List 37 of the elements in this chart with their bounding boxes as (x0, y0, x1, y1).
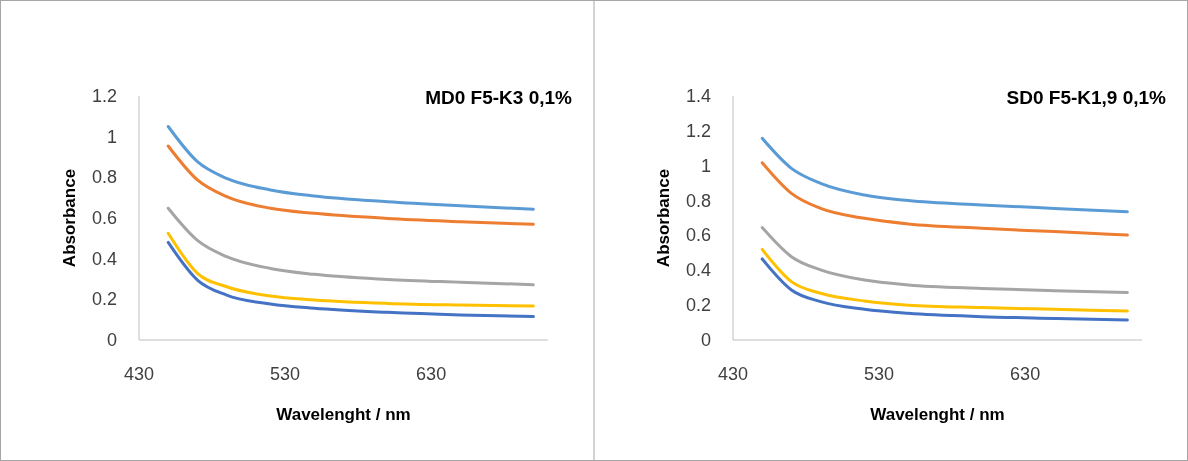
y-tick-label: 0 (700, 330, 711, 350)
line-series (166, 125, 535, 211)
y-tick-label: 1 (700, 155, 711, 176)
y-tick-label: 1 (106, 126, 117, 147)
x-tick-label: 530 (270, 364, 301, 384)
x-tick-label: 630 (1010, 364, 1041, 384)
line-series (760, 257, 1129, 322)
x-axis-title: Wavelenght / nm (870, 405, 1005, 424)
y-tick-label: 1.2 (685, 120, 711, 141)
line-series (760, 226, 1129, 294)
line-series (760, 136, 1129, 214)
y-tick-label: 0.8 (685, 190, 711, 211)
x-tick-label: 530 (864, 364, 895, 384)
line-series (166, 231, 535, 308)
line-series (166, 240, 535, 319)
line-series (760, 161, 1129, 237)
x-tick-label: 430 (123, 364, 155, 384)
x-tick-label: 630 (416, 364, 447, 384)
y-axis-title: Absorbance (654, 168, 673, 268)
line-series (166, 144, 535, 226)
y-tick-label: 0.2 (91, 289, 117, 310)
line-series (166, 206, 535, 287)
y-tick-label: 0.4 (91, 248, 117, 269)
y-tick-label: 0.8 (91, 167, 117, 188)
y-tick-label: 0.6 (685, 225, 711, 246)
y-axis-title: Absorbance (60, 168, 79, 268)
chart-title: MD0 F5-K3 0,1% (425, 87, 573, 108)
y-tick-label: 0 (106, 330, 117, 350)
y-tick-label: 0.2 (685, 295, 711, 316)
y-tick-label: 0.4 (685, 260, 711, 281)
x-axis-title: Wavelenght / nm (276, 405, 411, 424)
line-series (760, 247, 1129, 313)
y-tick-label: 0.6 (91, 208, 117, 228)
chart-title: SD0 F5-K1,9 0,1% (1006, 87, 1167, 108)
y-tick-label: 1.4 (685, 86, 711, 106)
x-tick-label: 430 (717, 364, 749, 384)
y-tick-label: 1.2 (91, 86, 117, 106)
